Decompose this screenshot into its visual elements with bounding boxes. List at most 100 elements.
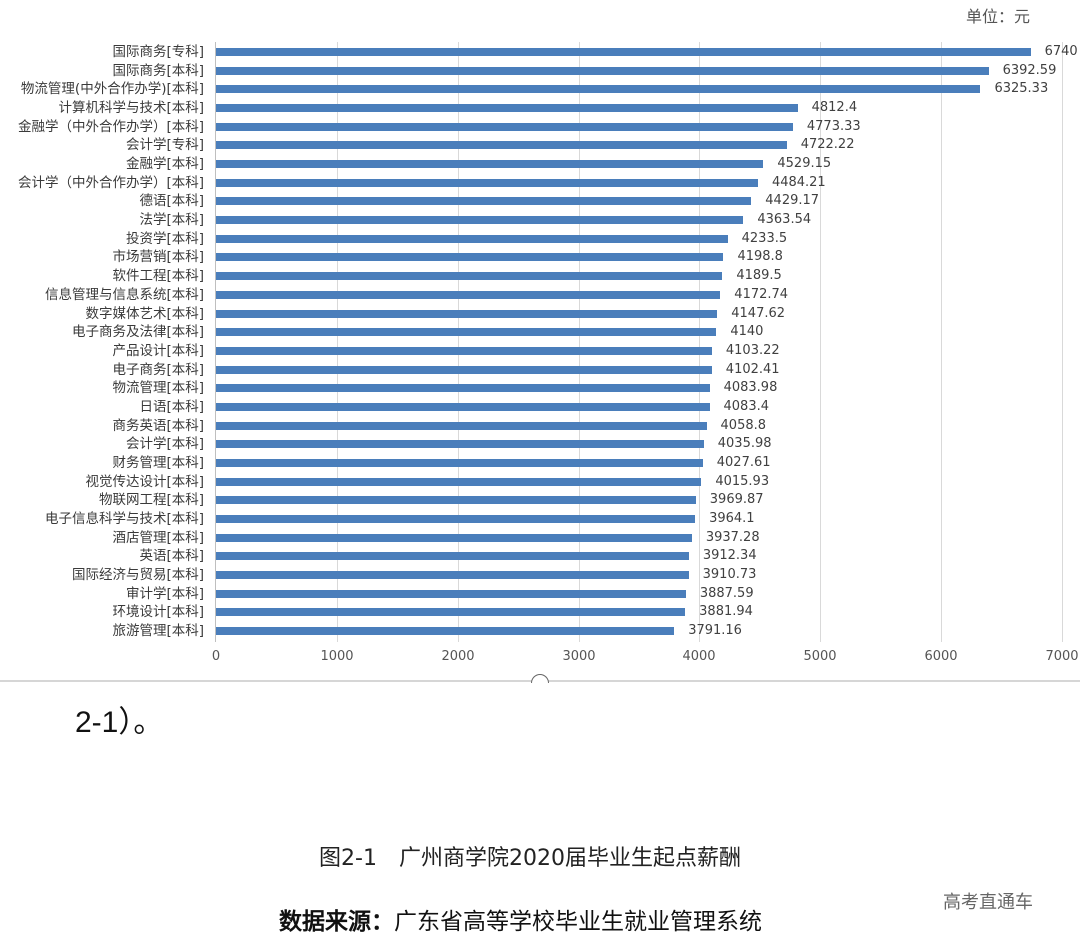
bar xyxy=(216,160,764,169)
gridline xyxy=(579,42,580,642)
category-label: 会计学（中外合作办学）[本科] xyxy=(17,174,204,191)
chart-row: 软件工程[本科] 4189.5 xyxy=(0,267,1080,285)
bar xyxy=(216,141,787,150)
value-label: 3887.59 xyxy=(699,585,754,601)
chart-row: 金融学[本科] 4529.15 xyxy=(0,155,1080,173)
category-label: 法学[本科] xyxy=(139,212,204,229)
category-label: 会计学[本科] xyxy=(125,436,204,453)
x-axis-tick-label: 7000 xyxy=(1045,649,1079,664)
value-label: 4198.8 xyxy=(737,249,783,265)
chart-row: 物流管理[本科] 4083.98 xyxy=(0,379,1080,397)
chart-row: 市场营销[本科] 4198.8 xyxy=(0,248,1080,266)
bar xyxy=(216,234,728,243)
value-label: 4103.22 xyxy=(725,342,780,358)
x-axis-tick-label: 2000 xyxy=(441,649,475,664)
category-label: 酒店管理[本科] xyxy=(112,529,204,546)
chart-row: 数字媒体艺术[本科] 4147.62 xyxy=(0,305,1080,323)
chart-row: 电子信息科学与技术[本科] 3964.1 xyxy=(0,510,1080,528)
value-label: 3912.34 xyxy=(702,548,757,564)
chart-row: 英语[本科] 3912.34 xyxy=(0,547,1080,565)
x-axis-tick-label: 3000 xyxy=(562,649,596,664)
category-label: 审计学[本科] xyxy=(125,585,204,602)
bar xyxy=(216,328,717,337)
bar xyxy=(216,515,696,523)
x-axis-tick-label: 4000 xyxy=(682,649,716,664)
category-label: 产品设计[本科] xyxy=(112,342,204,359)
chart-row: 财务管理[本科] 4027.61 xyxy=(0,454,1080,472)
chart-row: 物流管理(中外合作办学)[本科] 6325.33 xyxy=(0,80,1080,98)
value-label: 4147.62 xyxy=(731,305,786,321)
value-label: 4102.41 xyxy=(725,361,780,377)
category-label: 财务管理[本科] xyxy=(112,454,204,471)
x-axis-tick-label: 5000 xyxy=(803,649,837,664)
chart-row: 产品设计[本科] 4103.22 xyxy=(0,342,1080,360)
gridline xyxy=(458,42,459,642)
value-label: 4015.93 xyxy=(715,473,770,489)
value-label: 3937.28 xyxy=(705,529,760,545)
chart-row: 德语[本科] 4429.17 xyxy=(0,192,1080,210)
category-label: 英语[本科] xyxy=(139,548,204,565)
body-text-fragment: 2-1）。 xyxy=(75,706,164,739)
value-label: 4035.98 xyxy=(717,436,772,452)
chart-row: 商务英语[本科] 4058.8 xyxy=(0,417,1080,435)
category-label: 投资学[本科] xyxy=(125,230,204,247)
data-source-text: 广东省高等学校毕业生就业管理系统 xyxy=(394,909,762,935)
category-label: 国际商务[本科] xyxy=(112,62,204,79)
unit-label: 单位：元 xyxy=(966,7,1031,26)
value-label: 4083.4 xyxy=(723,398,770,414)
category-label: 日语[本科] xyxy=(139,398,204,415)
scroll-handle-icon[interactable] xyxy=(531,674,549,683)
chart-row: 日语[本科] 4083.4 xyxy=(0,398,1080,416)
data-source: 数据来源：广东省高等学校毕业生就业管理系统 xyxy=(279,902,762,936)
value-label: 3910.73 xyxy=(702,567,757,583)
chart-row: 酒店管理[本科] 3937.28 xyxy=(0,529,1080,547)
category-label: 视觉传达设计[本科] xyxy=(85,473,204,490)
value-label: 4027.61 xyxy=(716,454,771,470)
bar xyxy=(216,552,689,561)
bar xyxy=(216,253,724,262)
value-label: 4083.98 xyxy=(723,380,778,396)
value-label: 4773.33 xyxy=(806,118,861,134)
value-label: 4722.22 xyxy=(800,137,855,153)
value-label: 3881.94 xyxy=(699,604,753,620)
bar xyxy=(216,216,744,225)
chart-row: 国际商务[专科] 6740 xyxy=(0,43,1080,61)
bar xyxy=(216,571,689,580)
gridline xyxy=(820,42,821,642)
chart-row: 审计学[本科] 3887.59 xyxy=(0,585,1080,603)
bar xyxy=(216,272,723,281)
category-label: 物流管理[本科] xyxy=(112,380,204,397)
value-label: 4189.5 xyxy=(736,268,782,284)
category-label: 数字媒体艺术[本科] xyxy=(85,305,204,322)
value-label: 4233.5 xyxy=(741,230,788,246)
bar xyxy=(216,608,686,617)
x-axis-tick-label: 6000 xyxy=(924,649,958,664)
chart-row: 法学[本科] 4363.54 xyxy=(0,211,1080,229)
chart-row: 会计学（中外合作办学）[本科] 4484.21 xyxy=(0,174,1080,192)
bar xyxy=(216,477,702,486)
category-label: 国际经济与贸易[本科] xyxy=(71,567,204,584)
bar xyxy=(216,309,718,318)
bar-chart: 0 1000 2000 3000 4000 5000 6000 7000 国际商务[专科] 674… xyxy=(0,42,1080,664)
bar xyxy=(216,421,707,430)
bar xyxy=(216,440,704,449)
gridline xyxy=(699,42,700,642)
category-label: 金融学[本科] xyxy=(125,156,204,173)
data-source-label: 数据来源： xyxy=(279,909,394,935)
category-label: 旅游管理[本科] xyxy=(112,623,204,640)
bar xyxy=(216,384,710,393)
category-label: 会计学[专科] xyxy=(125,137,204,154)
bar xyxy=(216,178,758,187)
bar xyxy=(216,496,696,505)
chart-row: 环境设计[本科] 3881.94 xyxy=(0,603,1080,621)
category-label: 德语[本科] xyxy=(139,193,204,210)
chart-row: 电子商务及法律[本科] 4140 xyxy=(0,323,1080,341)
chart-row: 物联网工程[本科] 3969.87 xyxy=(0,491,1080,509)
bar xyxy=(216,627,675,636)
category-label: 物联网工程[本科] xyxy=(98,492,204,509)
bar xyxy=(216,104,798,113)
gridline xyxy=(941,42,942,642)
value-label: 4812.4 xyxy=(811,100,858,116)
bar xyxy=(216,197,752,206)
bar xyxy=(216,365,712,374)
